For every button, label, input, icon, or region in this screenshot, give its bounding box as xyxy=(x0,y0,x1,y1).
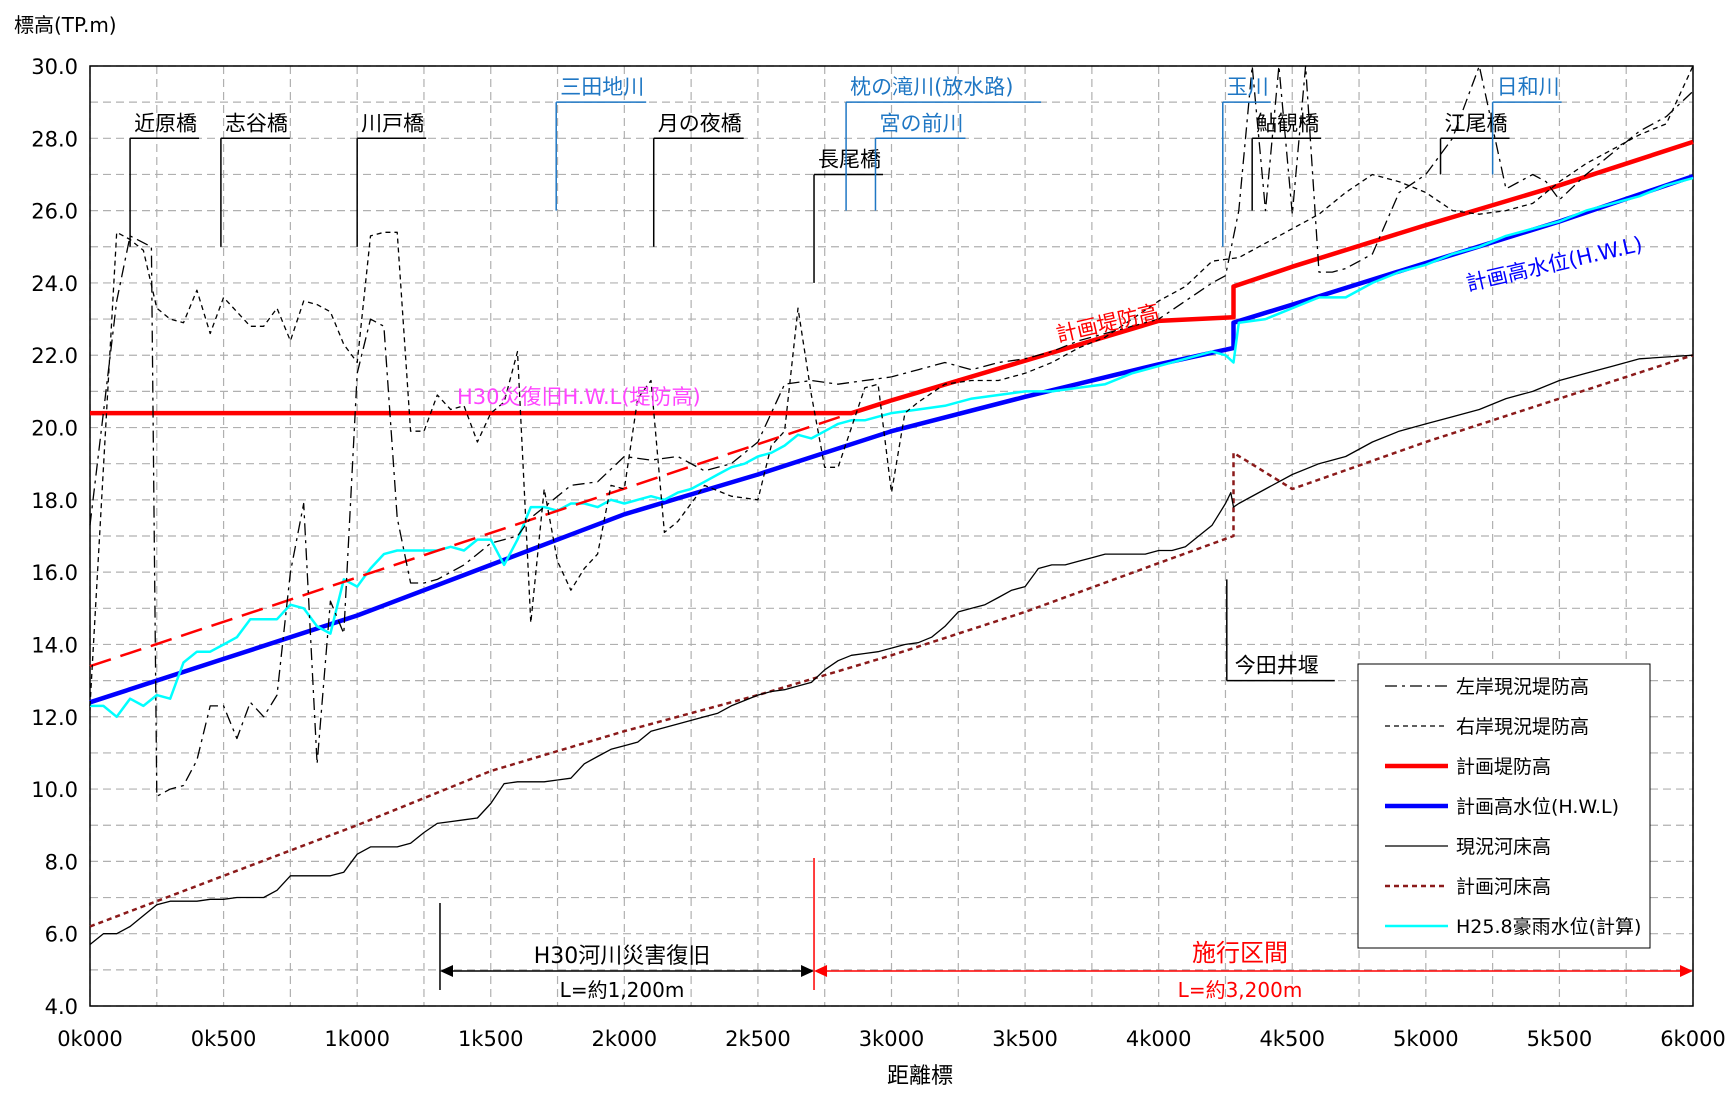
y-tick-label: 10.0 xyxy=(31,778,78,802)
legend-label-1: 右岸現況堤防高 xyxy=(1456,716,1589,738)
series-line-2 xyxy=(90,139,1694,416)
range-sekou: 施行区間 L=約3,200m xyxy=(1178,939,1303,1002)
range-arrowhead-left-h30 xyxy=(439,965,453,977)
range-h30-length: L=約1,200m xyxy=(560,978,685,1002)
label-keikaku-teibou: 計画堤防高 xyxy=(1054,300,1162,347)
y-tick-label: 28.0 xyxy=(31,127,78,151)
annotation-hiyori: 日和川 xyxy=(1497,75,1560,99)
annotation-tamagawa: 玉川 xyxy=(1227,75,1269,99)
annotation-enoo: 江尾橋 xyxy=(1445,111,1508,135)
series-line-6 xyxy=(89,354,1694,928)
annotation-ayumi: 鮎観橋 xyxy=(1256,111,1319,135)
y-tick-label: 14.0 xyxy=(31,633,78,657)
range-sekou-title: 施行区間 xyxy=(1192,939,1288,967)
legend-label-7: H25.8豪雨水位(計算) xyxy=(1456,916,1641,938)
x-tick-label: 0k500 xyxy=(191,1027,257,1051)
x-tick-label: 2k000 xyxy=(592,1027,658,1051)
legend-label-5: 現況河床高 xyxy=(1456,836,1551,858)
x-tick-label: 4k500 xyxy=(1259,1027,1325,1051)
annotation-shiya: 志谷橋 xyxy=(225,111,288,135)
legend-label-0: 左岸現況堤防高 xyxy=(1456,676,1589,698)
y-tick-label: 24.0 xyxy=(31,272,78,296)
x-tick-label: 1k000 xyxy=(324,1027,390,1051)
y-tick-label: 12.0 xyxy=(31,706,78,730)
y-tick-label: 20.0 xyxy=(31,417,78,441)
y-tick-label: 30.0 xyxy=(31,55,78,79)
legend-label-6: 計画河床高 xyxy=(1456,876,1551,898)
x-tick-label: 5k500 xyxy=(1527,1027,1593,1051)
range-h30-title: H30河川災害復旧 xyxy=(534,944,711,969)
x-tick-label: 4k000 xyxy=(1126,1027,1192,1051)
y-tick-label: 26.0 xyxy=(31,200,78,224)
y-tick-label: 8.0 xyxy=(45,850,78,874)
range-h30: H30河川災害復旧 L=約1,200m xyxy=(534,944,711,1002)
legend-label-2: 計画堤防高 xyxy=(1456,756,1551,778)
x-axis-title: 距離標 xyxy=(887,1064,953,1089)
series-line-0 xyxy=(89,65,1694,797)
y-tick-label: 6.0 xyxy=(45,923,78,947)
series-line-5 xyxy=(89,354,1694,946)
x-tick-label: 1k500 xyxy=(458,1027,524,1051)
series-line-4 xyxy=(89,174,1694,705)
plot-frame xyxy=(89,65,1694,1007)
x-tick-label: 2k500 xyxy=(725,1027,791,1051)
range-arrowhead-right-sekou xyxy=(1680,965,1693,977)
range-arrowhead-left-sekou xyxy=(814,965,828,977)
series-line-7 xyxy=(90,176,1694,719)
series-line-1 xyxy=(89,65,1694,706)
label-h30-hwl: H30災復旧H.W.L(堤防高) xyxy=(457,385,701,409)
x-tick-label: 6k000 xyxy=(1660,1027,1726,1051)
legend-label-4: 計画高水位(H.W.L) xyxy=(1456,796,1619,818)
x-tick-label: 3k000 xyxy=(859,1027,925,1051)
x-tick-label: 5k000 xyxy=(1393,1027,1459,1051)
y-tick-label: 18.0 xyxy=(31,489,78,513)
annotation-chikahara: 近原橋 xyxy=(134,111,197,135)
series-line-3 xyxy=(89,411,852,668)
y-tick-label: 22.0 xyxy=(31,344,78,368)
range-sekou-length: L=約3,200m xyxy=(1178,978,1303,1002)
y-axis-title: 標高(TP.m) xyxy=(14,13,117,37)
annotation-nagao: 長尾橋 xyxy=(818,147,881,171)
annotation-imada: 今田井堰 xyxy=(1235,654,1319,678)
annotation-kawado: 川戸橋 xyxy=(361,111,424,135)
series xyxy=(89,65,1694,946)
annotation-miyanomae: 宮の前川 xyxy=(879,111,963,135)
axes: 4.0 6.0 8.0 10.0 12.0 14.0 16.0 18.0 20.0 22.0 24.… xyxy=(31,55,1726,1051)
annotation-tsukinoyo: 月の夜橋 xyxy=(658,111,742,135)
annotation-mitachi: 三田地川 xyxy=(560,75,644,99)
y-tick-label: 16.0 xyxy=(31,561,78,585)
x-tick-label: 0k000 xyxy=(57,1027,123,1051)
y-tick-label: 4.0 xyxy=(45,995,78,1019)
x-tick-label: 3k500 xyxy=(992,1027,1058,1051)
annotation-makuranotaki: 枕の滝川(放水路) xyxy=(850,75,1013,99)
range-arrowhead-right-h30 xyxy=(801,965,815,977)
